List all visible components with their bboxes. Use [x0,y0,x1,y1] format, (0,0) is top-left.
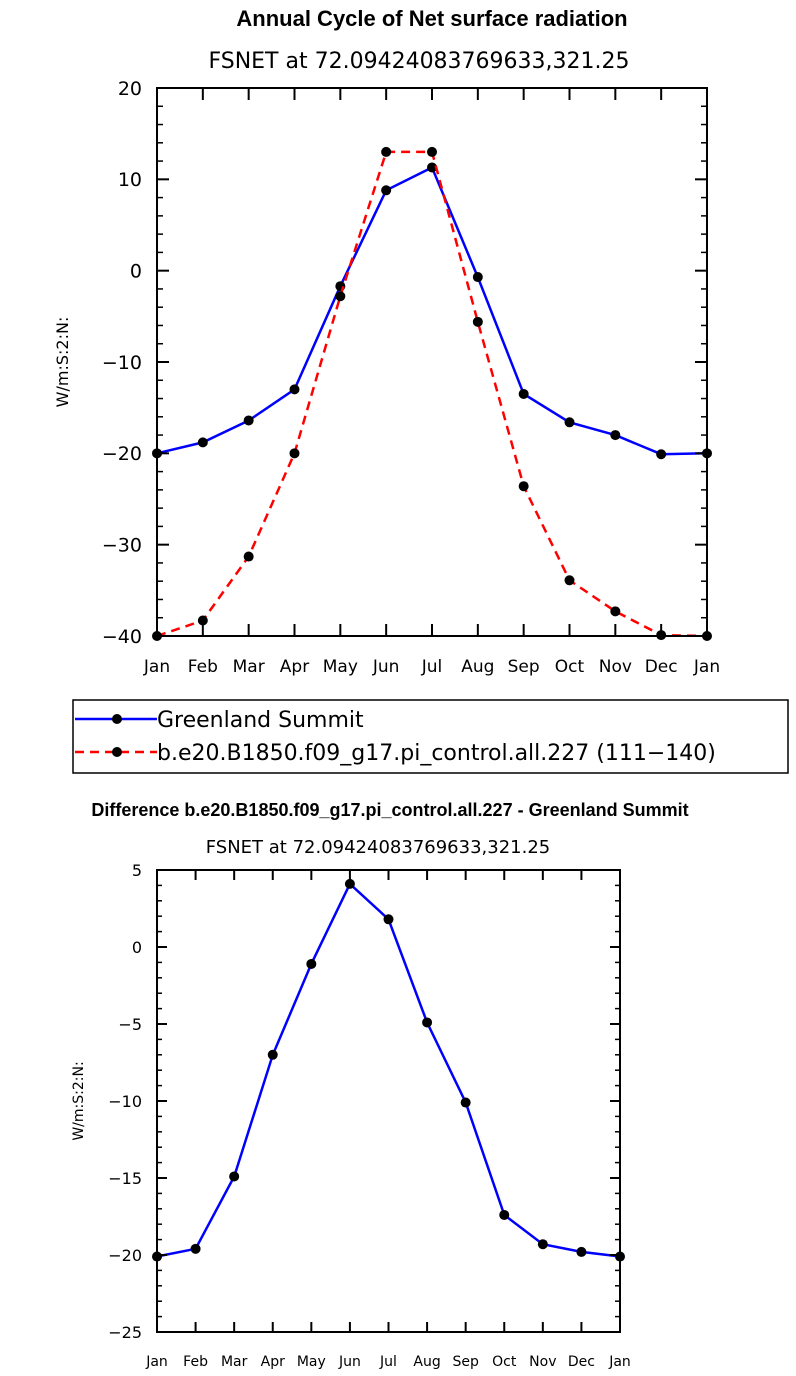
chart2-xtick-label: Sep [452,1354,479,1370]
chart1-ytick-label: 10 [118,169,142,191]
chart2-xtick-label: May [297,1354,326,1370]
chart1-xtick-label: Jan [693,657,720,677]
chart1-series-0-point [610,430,621,441]
chart2-ylabel: W/m:S:2:N: [71,1061,87,1140]
chart1-xtick-label: Aug [461,657,494,677]
chart1-series-0-point [197,437,208,448]
legend-box [72,699,789,774]
chart2-ytick-label: −5 [118,1015,142,1034]
chart1-xtick-label: Feb [188,657,218,677]
chart2-xtick-label: Feb [183,1354,208,1370]
chart1-ytick-label: −20 [102,443,142,465]
chart1-subtitle: FSNET at 72.09424083769633,321.25 [208,49,629,74]
chart1-legend: Greenland Summit b.e20.B1850.f09_g17.pi_… [72,699,789,774]
chart2-series-0-point [344,878,355,889]
chart2-xtick-label: Nov [529,1354,556,1370]
chart2-xtick-label: Oct [492,1354,517,1370]
chart2-series-0-point [267,1049,278,1060]
chart1-series-1-point [564,575,575,586]
chart1-xtick-label: Nov [599,657,632,677]
chart1-ytick-label: −30 [102,535,142,557]
chart1-series-1-point [472,316,483,327]
chart1-ytick-label: −10 [102,352,142,374]
chart-difference: Difference b.e20.B1850.f09_g17.pi_contro… [71,800,689,1370]
legend-label-control: b.e20.B1850.f09_g17.pi_control.all.227 (… [157,741,716,766]
chart1-series-1-point [610,606,621,617]
chart1-series-1-point [381,146,392,157]
chart2-ytick-label: 0 [132,938,142,957]
chart2-xtick-label: Jan [608,1354,631,1370]
chart1-title: Annual Cycle of Net surface radiation [236,6,627,31]
chart1-series-0-point [518,388,529,399]
chart1-ytick-label: 0 [130,261,142,283]
chart2-series-0-point [306,958,317,969]
chart1-xtick-label: Jun [372,657,400,677]
chart1-ytick-label: −40 [102,626,142,648]
chart1-series-1-point [427,146,437,157]
legend-label-greenland: Greenland Summit [157,708,364,733]
chart1-xtick-label: May [323,657,358,677]
chart1-series-1-point [518,481,529,492]
chart2-xtick-label: Mar [221,1354,248,1370]
chart1-series-0-point [472,272,483,283]
chart1-xtick-label: Dec [645,657,678,677]
chart2-ytick-label: 5 [132,861,142,880]
chart1-series-1-point [289,448,300,459]
chart1-series-0-point [656,449,667,460]
chart1-xtick-label: Mar [233,657,265,677]
chart2-xtick-label: Dec [568,1354,595,1370]
legend-marker-greenland [112,714,122,724]
chart2-plot-frame [156,869,621,1333]
chart1-series-0-point [243,415,254,426]
chart-annual-cycle: Annual Cycle of Net surface radiation FS… [53,6,789,774]
chart2-ytick-label: −25 [108,1323,142,1342]
chart2-series-0-point [576,1246,587,1257]
chart2-ytick-label: −10 [108,1092,142,1111]
chart2-series-0-point [537,1239,548,1250]
chart2-subtitle: FSNET at 72.09424083769633,321.25 [206,837,551,858]
chart2-series-line-0 [156,881,621,1258]
chart1-ytick-label: 20 [118,78,142,100]
chart1-xtick-label: Jul [421,657,443,677]
chart1-xtick-label: Apr [280,657,309,677]
chart1-series-1-point [243,551,254,562]
chart1-series-0-point [289,384,300,395]
chart2-series-0-point [383,914,394,925]
chart2-series-0-point [499,1209,510,1220]
chart1-xtick-label: Jan [143,657,170,677]
chart1-series-1-point [335,291,346,302]
chart2-xtick-label: Aug [413,1354,440,1370]
chart2-series-0-point [460,1097,471,1108]
chart1-ylabel: W/m:S:2:N: [53,317,72,408]
chart1-plot-frame [156,87,708,637]
chart2-title: Difference b.e20.B1850.f09_g17.pi_contro… [91,800,688,820]
chart2-series-0-point [229,1171,240,1182]
chart1-series-line-1 [156,150,708,638]
chart1-series-line-0 [156,165,708,456]
chart1-series-0-point [564,417,575,428]
chart2-series-0-point [422,1017,433,1028]
chart2-xtick-label: Jun [338,1354,361,1370]
chart1-series-1-point [197,615,208,626]
chart1-xtick-label: Sep [508,657,540,677]
chart2-ytick-label: −20 [108,1246,142,1265]
chart2-ytick-label: −15 [108,1169,142,1188]
chart2-xtick-label: Jan [145,1354,168,1370]
chart2-xtick-label: Apr [261,1354,285,1370]
chart2-series-0-point [190,1243,201,1254]
chart1-xtick-label: Oct [555,657,585,677]
legend-marker-control [112,747,122,757]
chart1-series-0-point [335,281,346,292]
chart1-series-0-point [381,185,392,196]
chart2-xtick-label: Jul [379,1354,397,1370]
chart1-series-0-point [427,162,437,173]
